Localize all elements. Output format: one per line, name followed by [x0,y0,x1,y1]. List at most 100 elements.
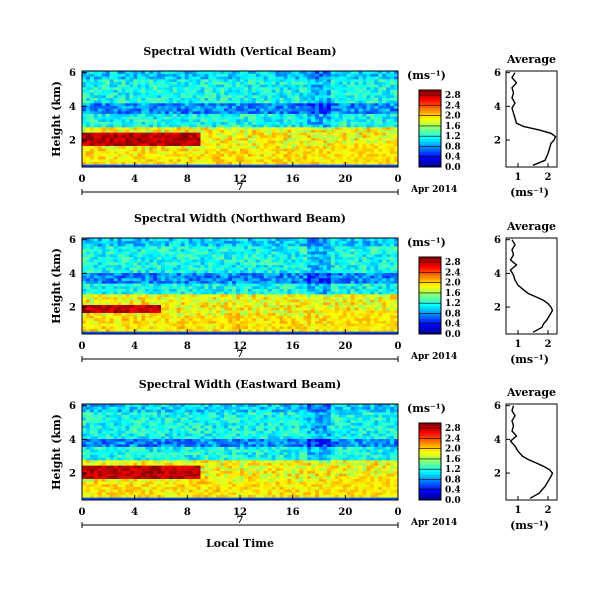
heatmap-cell [267,328,272,332]
heatmap-cell [267,270,272,273]
heatmap-cell [287,283,292,287]
heatmap-cell [109,259,114,263]
heatmap-cell [121,153,126,157]
heatmap-cell [287,270,292,273]
heatmap-cell [267,254,272,257]
heatmap-cell [157,92,162,96]
heatmap-cell [267,326,272,329]
heatmap-cell [220,302,225,305]
heatmap-cell [125,270,130,273]
heatmap-cell [220,267,225,271]
heatmap-cell [236,137,241,141]
heatmap-cell [255,288,261,292]
heatmap-cell [101,275,106,279]
heatmap-cell [283,153,288,157]
heatmap-cell [133,81,138,85]
heatmap-cell [326,116,332,120]
heatmap-cell [295,164,300,168]
heatmap-cell [259,159,264,162]
heatmap-cell [224,92,229,96]
heatmap-cell [89,283,95,287]
heatmap-cell [220,164,225,168]
heatmap-cell [322,140,328,144]
heatmap-cell [121,79,126,82]
heatmap-cell [330,143,336,146]
heatmap-cell [283,270,288,273]
heatmap-cell [196,140,201,144]
heatmap-cell [200,73,205,77]
heatmap-cell [287,323,292,327]
heatmap-cell [129,270,134,273]
heatmap-cell [117,291,122,295]
heatmap-cell [129,81,134,85]
heatmap-cell [141,161,146,165]
heatmap-cell [184,81,189,85]
heatmap-cell [271,328,276,332]
heatmap-cell [184,95,189,98]
heatmap-cell [113,251,118,255]
heatmap-cell [133,304,138,308]
heatmap-cell [113,95,118,98]
heatmap-cell [133,140,138,144]
heatmap-cell [105,111,110,114]
heatmap-cell [196,73,201,77]
heatmap-cell [212,328,217,332]
heatmap-cell [161,238,166,241]
heatmap-cell [180,254,185,257]
heatmap-cell [85,275,91,279]
heatmap-cell [295,124,300,128]
heatmap-cell [176,87,182,90]
heatmap-cell [247,164,253,168]
heatmap-cell [236,100,241,104]
heatmap-cell [255,267,261,271]
colorbar-unit: (ms⁻¹) [407,69,446,82]
heatmap-cell [101,331,106,335]
heatmap-cell [283,296,288,300]
heatmap-cell [263,129,268,133]
heatmap-cell [216,76,221,80]
heatmap-cell [259,105,264,109]
heatmap-cell [113,264,118,268]
heatmap-cell [125,151,130,154]
heatmap-cell [311,95,316,98]
heatmap-cell [105,113,110,117]
heatmap-cell [141,270,146,273]
heatmap-cell [121,259,126,263]
heatmap-cell [176,129,182,133]
heatmap-cell [145,156,150,160]
heatmap-cell [89,100,95,104]
heatmap-cell [192,111,197,114]
heatmap-cell [113,238,118,241]
heatmap-cell [346,124,351,128]
heatmap-cell [271,318,276,321]
heatmap-cell [137,320,142,324]
heatmap-cell [240,113,245,117]
heatmap-cell [307,81,312,85]
heatmap-cell [184,331,189,335]
heatmap-cell [184,272,189,276]
heatmap-cell [295,294,300,297]
heatmap-cell [141,275,146,279]
heatmap-cell [279,278,284,281]
heatmap-cell [145,259,150,263]
colorbar [419,90,441,168]
heatmap-cell [164,240,170,244]
heatmap-cell [338,87,343,90]
heatmap-cell [117,264,122,268]
heatmap-cell [180,312,185,316]
colorbar-tick-label: 1.6 [445,122,461,132]
heatmap-cell [386,92,391,96]
heatmap-cell [350,95,355,98]
heatmap-cell [113,312,118,316]
heatmap-cell [232,164,237,168]
heatmap-cell [212,137,217,141]
heatmap-cell [354,159,359,162]
heatmap-cell [141,95,146,98]
heatmap-cell [354,97,359,101]
heatmap-cell [236,256,241,260]
heatmap-cell [192,105,197,109]
heatmap-cell [275,315,280,319]
heatmap-cell [259,307,264,311]
heatmap-cell [97,310,103,313]
heatmap-cell [386,84,391,88]
